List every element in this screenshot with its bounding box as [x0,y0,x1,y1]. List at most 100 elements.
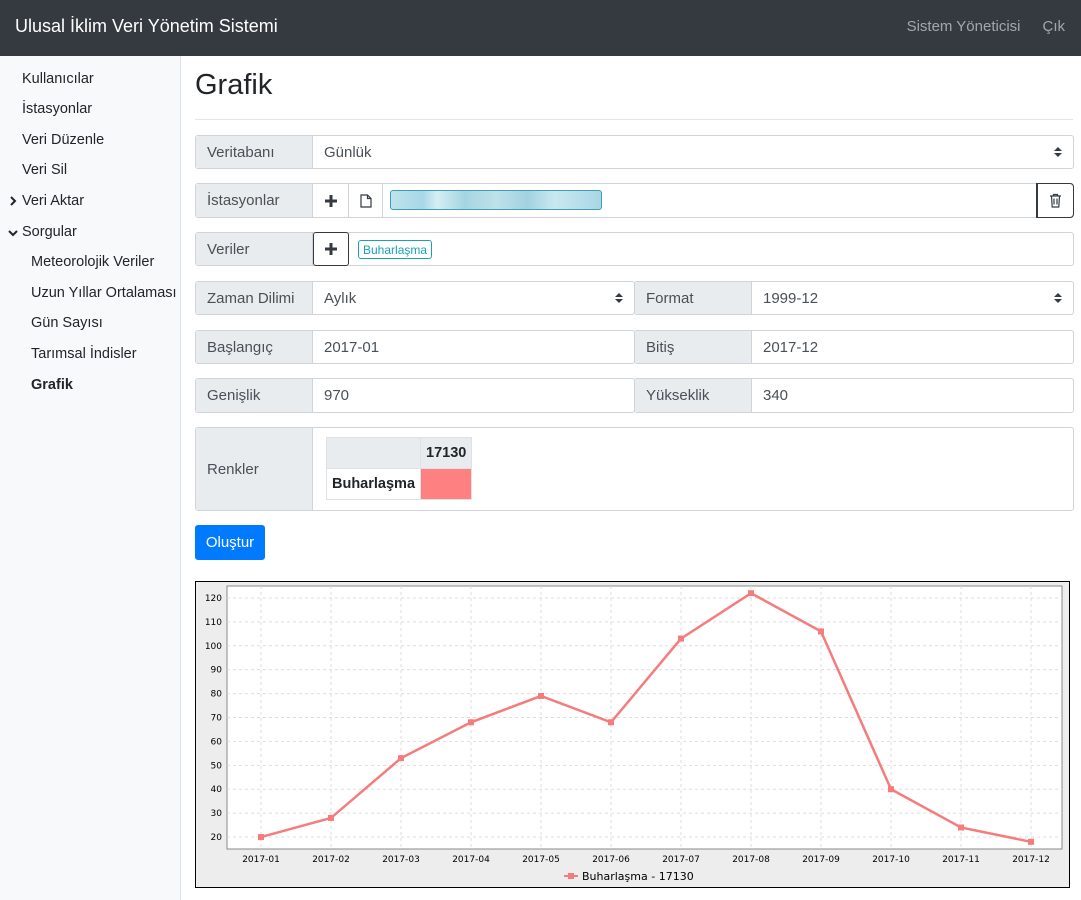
data-point [678,635,684,642]
end-label: Bitiş [635,331,752,363]
stations-group: İstasyonlar [195,183,1074,218]
format-value: 1999-12 [763,289,819,307]
x-tick-label: 2017-06 [592,855,630,865]
y-tick-label: 80 [211,690,223,700]
colors-corner-cell [325,437,422,469]
width-label: Genişlik [196,379,313,412]
x-tick-label: 2017-12 [1012,855,1050,865]
data-point [748,590,754,597]
sidebar-item-chart[interactable]: Grafik [31,377,73,393]
plus-icon [325,243,337,255]
variables-label: Veriler [196,233,313,265]
time-zone-group: Zaman Dilimi Aylık [195,281,635,315]
database-group: Veritabanı Günlük [195,135,1074,169]
width-input[interactable]: 970 [324,387,350,404]
sidebar-item-day-count[interactable]: Gün Sayısı [31,315,103,331]
logout-link[interactable]: Çık [1042,18,1066,35]
add-variable-button[interactable] [313,232,349,266]
x-tick-label: 2017-08 [732,855,770,865]
y-tick-label: 70 [211,714,223,724]
x-tick-label: 2017-11 [942,855,980,865]
y-tick-label: 110 [205,618,222,628]
navbar-right: Sistem Yöneticisi Çık [907,18,1065,35]
selected-station-badge[interactable] [390,190,602,210]
x-tick-label: 2017-07 [662,855,700,865]
y-tick-label: 30 [211,809,223,819]
database-value: Günlük [324,143,372,161]
sidebar-item-long-term-average[interactable]: Uzun Yıllar Ortalaması [31,285,177,301]
legend-marker [568,873,574,879]
data-point [608,719,614,726]
y-tick-label: 90 [211,666,223,676]
brand-title[interactable]: Ulusal İklim Veri Yönetim Sistemi [15,16,278,36]
colors-row-header: Buharlaşma [325,468,422,500]
y-tick-label: 50 [211,761,223,771]
data-point [328,814,334,821]
line-chart: 20 30 40 50 60 70 80 90 100 110 120 2017-01 2017-02 2… [205,585,1063,883]
chevron-down-icon [8,230,18,237]
sidebar-item-edit-data[interactable]: Veri Düzenle [22,132,105,148]
database-select[interactable]: Günlük [313,136,1073,168]
trash-icon [1050,193,1061,208]
station-file-button[interactable] [349,184,383,217]
y-tick-label: 120 [205,594,222,604]
variables-input[interactable] [349,233,1073,265]
title-divider [195,119,1073,120]
sidebar-item-export-data[interactable]: Veri Aktar [22,193,85,209]
variables-group: Veriler [195,232,1074,266]
x-tick-label: 2017-01 [242,855,280,865]
format-label: Format [635,282,752,314]
sidebar: Kullanıcılar İstasyonlar Veri Düzenle Ve… [0,56,181,900]
select-arrows-icon [1054,147,1062,157]
height-input[interactable]: 340 [763,387,789,404]
color-swatch[interactable] [420,468,473,500]
x-tick-label: 2017-09 [802,855,840,865]
sidebar-item-stations[interactable]: İstasyonlar [22,101,93,117]
y-tick-label: 60 [211,737,223,747]
end-input[interactable]: 2017-12 [763,338,819,356]
data-point [888,786,894,793]
plus-icon [324,194,337,207]
x-tick-label: 2017-10 [872,855,910,865]
data-point [468,719,474,726]
x-tick-label: 2017-04 [452,855,490,865]
data-point [958,824,964,831]
top-navbar: Ulusal İklim Veri Yönetim Sistemi Sistem… [0,0,1081,56]
sidebar-item-users[interactable]: Kullanıcılar [22,71,94,87]
create-button[interactable]: Oluştur [195,525,265,560]
end-group: Bitiş 2017-12 [634,330,1074,364]
database-label: Veritabanı [196,136,313,168]
start-input[interactable]: 2017-01 [324,338,380,356]
format-group: Format 1999-12 [634,281,1074,315]
data-point [398,755,404,762]
clear-stations-button[interactable] [1036,183,1074,218]
legend-label: Buharlaşma - 17130 [582,870,694,883]
chart-container: 20 30 40 50 60 70 80 90 100 110 120 2017-01 2017-02 2… [195,581,1070,888]
x-tick-label: 2017-02 [312,855,350,865]
file-icon [359,193,372,208]
stations-label: İstasyonlar [196,184,313,217]
variable-tag[interactable]: Buharlaşma [358,240,433,259]
data-point [258,834,264,841]
y-tick-label: 20 [211,833,223,843]
sidebar-item-queries[interactable]: Sorgular [22,224,77,240]
colors-table: 17130 Buharlaşma [325,437,473,500]
colors-column-header: 17130 [420,437,473,469]
select-arrows-icon [1054,293,1062,303]
series-line [260,591,1032,844]
time-zone-select[interactable]: Aylık [313,282,634,314]
user-link[interactable]: Sistem Yöneticisi [906,18,1021,35]
sidebar-item-agricultural-indices[interactable]: Tarımsal İndisler [31,346,137,362]
page-title: Grafik [195,69,273,101]
sidebar-item-meteorological-data[interactable]: Meteorolojik Veriler [31,254,155,270]
data-point [1028,838,1034,845]
time-zone-value: Aylık [324,289,357,307]
add-station-button[interactable] [313,184,349,217]
start-label: Başlangıç [196,331,313,363]
main-content: Grafik Veritabanı Günlük İstasyonlar Ver… [181,56,1081,900]
colors-label: Renkler [196,428,313,510]
format-select[interactable]: 1999-12 [752,282,1073,314]
width-group: Genişlik 970 [195,378,635,413]
data-point [818,628,824,635]
sidebar-item-delete-data[interactable]: Veri Sil [22,162,68,178]
